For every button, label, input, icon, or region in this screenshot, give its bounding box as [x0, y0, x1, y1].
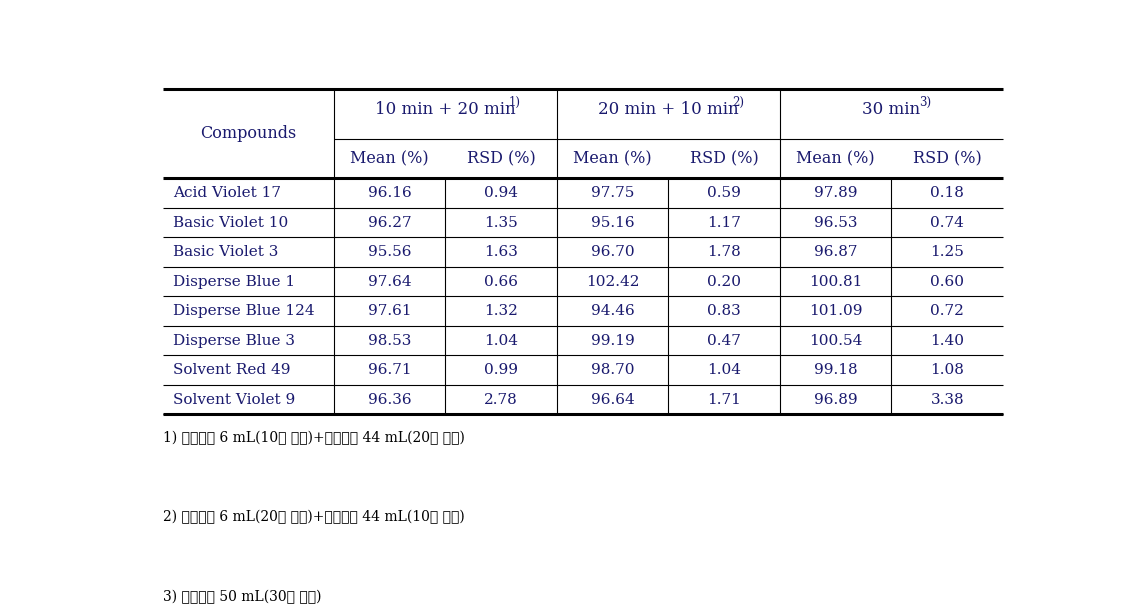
Text: 3): 3) — [919, 95, 931, 109]
Text: 97.75: 97.75 — [590, 186, 634, 200]
Text: 96.87: 96.87 — [814, 245, 857, 259]
Text: 1.78: 1.78 — [707, 245, 741, 259]
Text: 1.17: 1.17 — [707, 216, 741, 230]
Text: 1.04: 1.04 — [707, 363, 741, 377]
Text: 95.56: 95.56 — [368, 245, 411, 259]
Text: 1.35: 1.35 — [484, 216, 518, 230]
Text: 96.53: 96.53 — [814, 216, 857, 230]
Text: 3) 추출용매 50 mL(30분 추출): 3) 추출용매 50 mL(30분 추출) — [163, 590, 322, 604]
Text: 0.66: 0.66 — [484, 275, 518, 289]
Text: 98.70: 98.70 — [590, 363, 634, 377]
Text: 1) 추출용매 6 mL(10분 추출)+추출용매 44 mL(20분 추출): 1) 추출용매 6 mL(10분 추출)+추출용매 44 mL(20분 추출) — [163, 430, 465, 445]
Text: 2): 2) — [732, 95, 744, 109]
Text: 0.18: 0.18 — [930, 186, 964, 200]
Text: 1.40: 1.40 — [930, 334, 964, 348]
Text: 97.61: 97.61 — [368, 304, 411, 318]
Text: Disperse Blue 124: Disperse Blue 124 — [174, 304, 315, 318]
Text: 0.99: 0.99 — [484, 363, 518, 377]
Text: 97.89: 97.89 — [814, 186, 857, 200]
Text: 1.32: 1.32 — [484, 304, 518, 318]
Text: 1.63: 1.63 — [484, 245, 518, 259]
Text: 1.25: 1.25 — [930, 245, 964, 259]
Text: 95.16: 95.16 — [590, 216, 634, 230]
Text: 20 min + 10 min: 20 min + 10 min — [598, 101, 738, 118]
Text: 0.60: 0.60 — [930, 275, 964, 289]
Text: Disperse Blue 1: Disperse Blue 1 — [174, 275, 296, 289]
Text: Mean (%): Mean (%) — [796, 150, 875, 167]
Text: 96.71: 96.71 — [368, 363, 411, 377]
Text: 96.36: 96.36 — [368, 393, 411, 407]
Text: 30 min: 30 min — [863, 101, 920, 118]
Text: 96.16: 96.16 — [368, 186, 411, 200]
Text: 10 min + 20 min: 10 min + 20 min — [375, 101, 516, 118]
Text: 101.09: 101.09 — [808, 304, 863, 318]
Text: Basic Violet 3: Basic Violet 3 — [174, 245, 279, 259]
Text: 0.20: 0.20 — [707, 275, 741, 289]
Text: 1): 1) — [508, 95, 520, 109]
Text: 0.47: 0.47 — [707, 334, 741, 348]
Text: 2) 추출용매 6 mL(20분 추출)+추출용매 44 mL(10분 추출): 2) 추출용매 6 mL(20분 추출)+추출용매 44 mL(10분 추출) — [163, 510, 465, 525]
Text: 96.70: 96.70 — [590, 245, 634, 259]
Text: RSD (%): RSD (%) — [913, 150, 981, 167]
Text: 3.38: 3.38 — [930, 393, 964, 407]
Text: 97.64: 97.64 — [368, 275, 411, 289]
Text: Acid Violet 17: Acid Violet 17 — [174, 186, 281, 200]
Text: 100.81: 100.81 — [809, 275, 863, 289]
Text: 0.83: 0.83 — [707, 304, 741, 318]
Text: 98.53: 98.53 — [368, 334, 411, 348]
Text: 99.19: 99.19 — [590, 334, 634, 348]
Text: 1.04: 1.04 — [484, 334, 518, 348]
Text: 99.18: 99.18 — [814, 363, 857, 377]
Text: 94.46: 94.46 — [590, 304, 634, 318]
Text: 102.42: 102.42 — [586, 275, 639, 289]
Text: 96.27: 96.27 — [368, 216, 411, 230]
Text: Solvent Violet 9: Solvent Violet 9 — [174, 393, 296, 407]
Text: 0.94: 0.94 — [484, 186, 518, 200]
Text: 1.71: 1.71 — [707, 393, 741, 407]
Text: 96.89: 96.89 — [814, 393, 857, 407]
Text: RSD (%): RSD (%) — [466, 150, 535, 167]
Text: RSD (%): RSD (%) — [690, 150, 759, 167]
Text: 100.54: 100.54 — [809, 334, 863, 348]
Text: 96.64: 96.64 — [590, 393, 634, 407]
Text: 2.78: 2.78 — [484, 393, 518, 407]
Text: Mean (%): Mean (%) — [350, 150, 429, 167]
Text: Basic Violet 10: Basic Violet 10 — [174, 216, 289, 230]
Text: 1.08: 1.08 — [930, 363, 964, 377]
Text: Disperse Blue 3: Disperse Blue 3 — [174, 334, 296, 348]
Text: Mean (%): Mean (%) — [574, 150, 651, 167]
Text: 0.74: 0.74 — [930, 216, 964, 230]
Text: Compounds: Compounds — [200, 125, 297, 142]
Text: Solvent Red 49: Solvent Red 49 — [174, 363, 291, 377]
Text: 0.72: 0.72 — [930, 304, 964, 318]
Text: 0.59: 0.59 — [707, 186, 741, 200]
